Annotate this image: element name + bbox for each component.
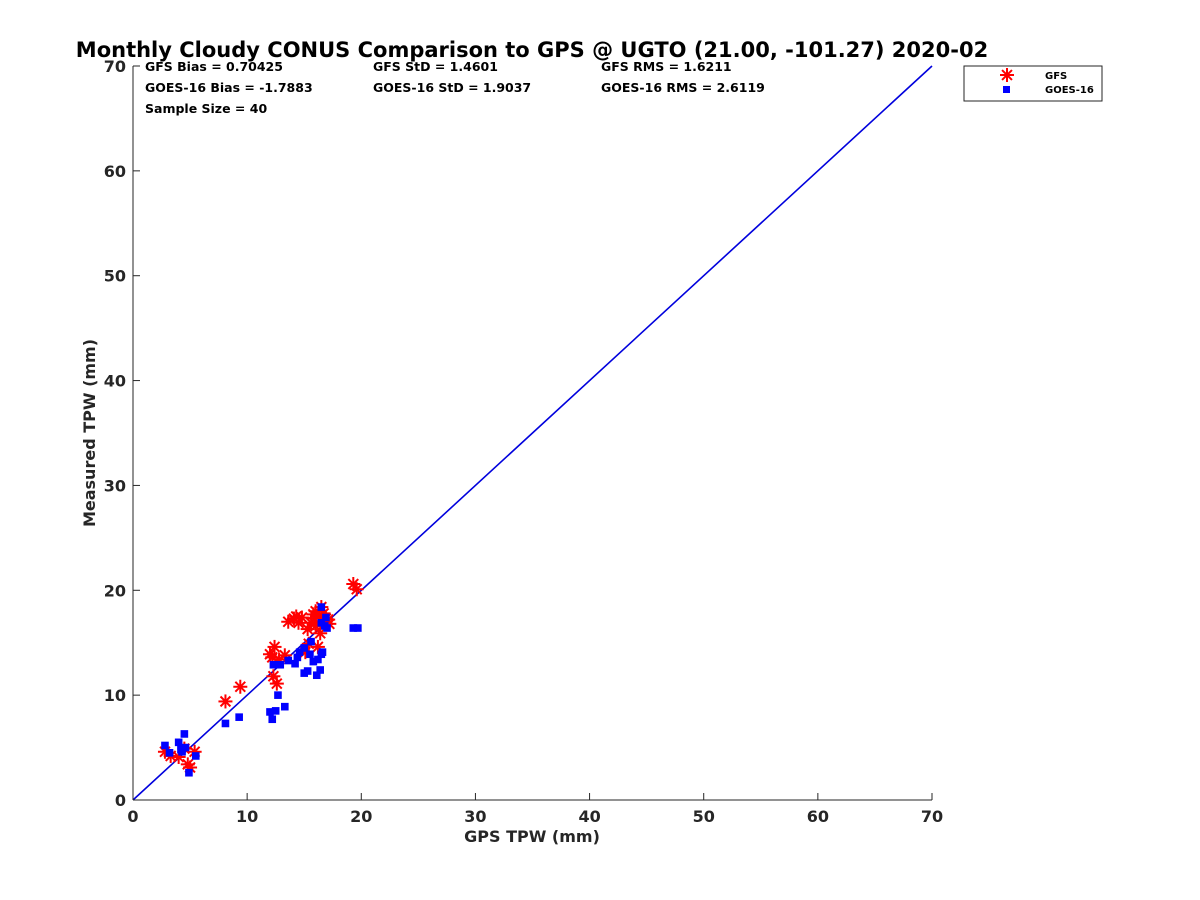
goes16-point: [291, 659, 299, 668]
goes16-bias-text: GOES-16 Bias = -1.7883: [145, 80, 313, 95]
y-tick-label: 30: [104, 476, 126, 495]
x-tick-label: 0: [127, 807, 138, 826]
goes16-point: [271, 707, 280, 715]
legend-box: [963, 65, 1103, 102]
x-tick-label: 50: [693, 807, 715, 826]
y-tick-label: 70: [104, 57, 126, 76]
gfs-point: [267, 639, 282, 654]
y-tick-label: 20: [104, 581, 126, 600]
x-tick-label: 40: [578, 807, 600, 826]
goes16-point: [318, 648, 327, 656]
goes16-point: [174, 738, 183, 747]
goes16-point: [185, 768, 193, 777]
goes16-point: [295, 648, 304, 656]
gfs-std-text: GFS StD = 1.4601: [373, 59, 498, 74]
goes16-point: [235, 713, 243, 721]
goes16-point: [293, 653, 302, 662]
sample-size-text: Sample Size = 40: [145, 101, 267, 116]
x-tick-label: 20: [350, 807, 372, 826]
goes16-rms-text: GOES-16 RMS = 2.6119: [601, 80, 765, 95]
goes16-point: [276, 660, 285, 669]
goes16-point: [268, 715, 277, 724]
y-tick-label: 10: [104, 686, 126, 705]
goes16-point: [309, 657, 318, 666]
legend-goes16-label: GOES-16: [1045, 85, 1094, 96]
goes16-point: [266, 708, 274, 716]
goes16-point: [316, 666, 324, 674]
goes16-point: [349, 624, 358, 632]
goes16-point: [312, 671, 321, 680]
goes16-point: [354, 624, 362, 632]
goes16-point: [323, 624, 331, 632]
y-tick-label: 0: [115, 791, 126, 810]
legend-goes16-square-icon: [1003, 86, 1010, 93]
goes16-point: [221, 719, 230, 728]
goes16-point: [181, 743, 190, 752]
y-tick-label: 40: [104, 372, 126, 391]
gfs-bias-text: GFS Bias = 0.70425: [145, 59, 283, 74]
statistics-block: GFS Bias = 0.70425 GFS StD = 1.4601 GFS …: [145, 59, 765, 116]
x-tick-label: 60: [807, 807, 829, 826]
gfs-point: [269, 676, 284, 691]
legend: GFS GOES-16: [963, 65, 1103, 102]
one-to-one-line: [132, 65, 933, 801]
gfs-point: [349, 582, 364, 597]
legend-gfs-label: GFS: [1045, 71, 1067, 82]
y-tick-label: 50: [104, 267, 126, 286]
legend-gfs-asterisk-icon: [1000, 68, 1014, 82]
x-axis-ticks: 0 10 20 30 40 50 60 70: [127, 793, 943, 826]
goes16-point: [165, 749, 174, 757]
gfs-point: [171, 750, 186, 765]
x-tick-label: 30: [464, 807, 486, 826]
goes16-point: [178, 747, 186, 756]
goes16-point: [303, 667, 312, 675]
goes16-point: [300, 644, 309, 652]
goes16-point: [284, 656, 293, 665]
gfs-rms-text: GFS RMS = 1.6211: [601, 59, 732, 74]
y-tick-label: 60: [104, 162, 126, 181]
goes16-point: [274, 691, 282, 699]
goes16-point: [322, 613, 330, 622]
goes16-point: [307, 637, 315, 646]
gfs-point: [233, 679, 248, 694]
x-axis-label: GPS TPW (mm): [464, 827, 600, 846]
goes16-std-text: GOES-16 StD = 1.9037: [373, 80, 531, 95]
chart-title: Monthly Cloudy CONUS Comparison to GPS @…: [76, 38, 988, 62]
x-tick-label: 70: [921, 807, 943, 826]
goes16-point: [314, 655, 322, 664]
reference-line-layer: [132, 65, 933, 801]
goes16-point: [317, 603, 326, 611]
y-axis-ticks: 0 10 20 30 40 50 60 70: [104, 57, 140, 810]
x-tick-label: 10: [236, 807, 258, 826]
gfs-point: [300, 622, 315, 637]
goes16-point: [269, 660, 278, 669]
y-axis-label: Measured TPW (mm): [80, 339, 99, 527]
plot-area: [132, 65, 933, 801]
legend-gfs-asterisk: [1000, 68, 1014, 82]
goes16-point: [161, 741, 169, 750]
goes16-point: [191, 752, 200, 760]
goes16-point: [306, 650, 314, 659]
goes16-series: [161, 603, 362, 777]
goes16-point: [281, 702, 289, 711]
goes16-point: [180, 730, 189, 738]
gfs-point: [218, 694, 233, 709]
axes: 0 10 20 30 40 50 60 70 0 10 20 30 40 50 60 70: [104, 57, 943, 826]
